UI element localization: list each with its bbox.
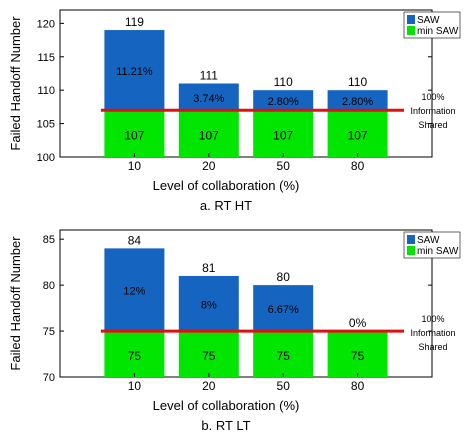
chart-panel-b: 70 75 80 85 10 84 75 12% 20 81 75 8% 50 80 75 6.67% 80 0%… <box>8 229 461 433</box>
annotation-line: Shared <box>418 120 447 130</box>
x-tick-label: 50 <box>277 159 291 173</box>
bar-base-label: 75 <box>202 349 216 363</box>
y-axis-label: Failed Handoff Number <box>8 236 23 371</box>
x-tick-label: 50 <box>277 379 291 393</box>
bar-top-label: 111 <box>200 69 219 83</box>
x-tick-label: 80 <box>351 379 365 393</box>
bar-base-label: 107 <box>124 129 144 143</box>
bar-saw <box>327 90 388 111</box>
plot-area <box>59 9 433 158</box>
y-tick-label: 115 <box>37 52 55 64</box>
annotation-line: 100% <box>421 92 444 102</box>
bar-top-label: 119 <box>125 15 144 29</box>
y-tick-label: 75 <box>43 326 55 338</box>
bar-percent-label: 3.74% <box>193 93 224 105</box>
y-tick-label: 80 <box>43 280 55 292</box>
subplot-caption: b. RT LT <box>201 418 250 433</box>
y-tick-label: 70 <box>43 372 55 384</box>
annotation-line: Information <box>410 106 455 116</box>
legend-label: SAW <box>417 15 440 26</box>
legend-swatch <box>407 26 415 35</box>
bar-top-label: 80 <box>277 270 291 284</box>
x-tick-label: 10 <box>128 379 142 393</box>
legend-label: min SAW <box>417 246 459 257</box>
bar-saw <box>253 90 314 111</box>
x-tick-label: 20 <box>202 159 216 173</box>
bar-min-saw <box>178 331 239 377</box>
bar-percent-label: 11.21% <box>116 66 153 78</box>
bar-saw <box>178 83 239 111</box>
bar-percent-label: 12% <box>123 286 145 298</box>
bar-base-label: 107 <box>348 129 368 143</box>
bar-top-label: 110 <box>274 75 293 89</box>
x-axis-label: Level of collaboration (%) <box>153 398 300 413</box>
bar-top-label: 84 <box>128 233 142 247</box>
bar-min-saw <box>104 331 165 377</box>
y-tick-label: 100 <box>37 152 55 164</box>
x-tick-label: 10 <box>128 159 142 173</box>
bar-base-label: 75 <box>128 349 142 363</box>
plot-area <box>59 229 433 378</box>
bar-saw <box>253 285 314 332</box>
annotation-line: Shared <box>418 342 447 352</box>
x-tick-label: 20 <box>202 379 216 393</box>
bar-min-saw <box>104 110 165 157</box>
x-axis-label: Level of collaboration (%) <box>153 178 300 193</box>
y-tick-label: 105 <box>37 119 55 131</box>
y-axis-label: Failed Handoff Number <box>8 16 23 151</box>
bar-top-label: 81 <box>202 261 216 275</box>
legend-swatch <box>407 235 415 244</box>
y-tick-label: 110 <box>37 85 55 97</box>
bar-saw <box>178 275 239 332</box>
bar-min-saw <box>253 331 314 377</box>
bar-base-label: 107 <box>273 129 293 143</box>
legend-label: min SAW <box>417 26 459 37</box>
legend-swatch <box>407 246 415 255</box>
bar-min-saw <box>253 110 314 157</box>
bar-top-label: 110 <box>348 75 367 89</box>
bar-percent-label: 6.67% <box>268 304 299 316</box>
legend-swatch <box>407 15 415 24</box>
annotation-line: Information <box>410 328 455 338</box>
bar-min-saw <box>178 110 239 157</box>
bar-top-label: 0% <box>349 316 367 330</box>
bar-saw <box>104 248 165 332</box>
bar-percent-label: 8% <box>201 300 217 312</box>
x-tick-label: 80 <box>351 159 365 173</box>
bar-base-label: 75 <box>351 349 365 363</box>
bar-base-label: 107 <box>199 129 219 143</box>
subplot-caption: a. RT HT <box>200 198 252 213</box>
bar-percent-label: 2.80% <box>342 96 373 108</box>
legend-label: SAW <box>417 235 440 246</box>
bar-saw <box>104 30 165 111</box>
bar-min-saw <box>327 331 388 377</box>
y-tick-label: 85 <box>43 234 55 246</box>
chart-panel-a: 100 105 110 115 120 10 119 107 11.21% 20 111 107 3.7… <box>8 9 461 213</box>
bar-min-saw <box>327 110 388 157</box>
bar-percent-label: 2.80% <box>268 96 299 108</box>
y-tick-label: 120 <box>37 18 55 30</box>
annotation-line: 100% <box>421 314 444 324</box>
bar-base-label: 75 <box>277 349 291 363</box>
